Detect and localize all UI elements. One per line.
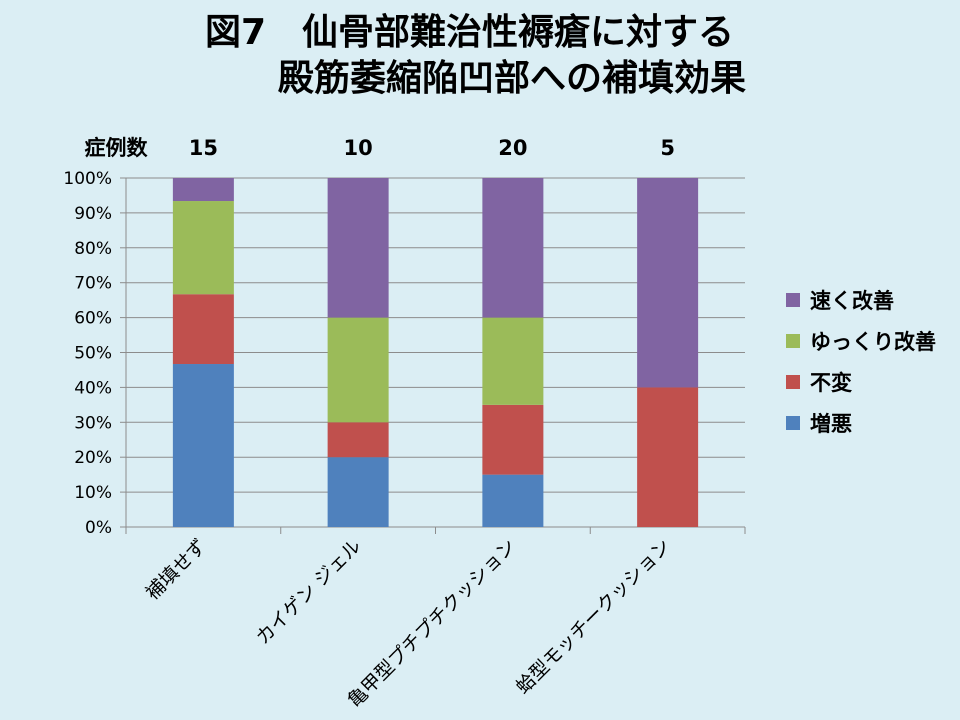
- bar-segment: [637, 387, 699, 527]
- bar-segment: [327, 317, 389, 423]
- bar-segment: [637, 178, 699, 388]
- bar-segment: [327, 457, 389, 527]
- counts-label: 症例数: [85, 136, 149, 160]
- chart-title-line1: 図7 仙骨部難治性褥瘡に対する: [205, 12, 735, 53]
- bar-segment: [172, 364, 234, 527]
- y-tick-label: 40%: [74, 378, 112, 398]
- case-count: 15: [189, 136, 218, 160]
- y-tick-label: 0%: [85, 518, 112, 538]
- bar-segment: [327, 422, 389, 458]
- bar-segment: [482, 404, 544, 475]
- y-tick-label: 60%: [74, 309, 112, 329]
- legend-swatch: [786, 375, 800, 389]
- case-count: 10: [344, 136, 373, 160]
- x-category-label: 補填せず: [142, 535, 211, 604]
- bar-segment: [172, 201, 234, 295]
- bar-segment: [482, 317, 544, 405]
- y-tick-label: 100%: [63, 169, 112, 189]
- y-tick-label: 50%: [74, 344, 112, 364]
- chart-title-line2: 殿筋萎縮陥凹部への補填効果: [278, 58, 747, 99]
- case-count: 20: [498, 136, 527, 160]
- legend-label: 不変: [810, 371, 852, 395]
- legend-swatch: [786, 293, 800, 307]
- legend-label: 増悪: [810, 412, 852, 436]
- case-count: 5: [660, 136, 675, 160]
- y-tick-label: 30%: [74, 413, 112, 433]
- x-category-label: 蛤型モッチークッション: [512, 535, 675, 698]
- x-category-label: 亀甲型プチプチクッション: [344, 535, 521, 712]
- bar-segment: [172, 178, 234, 202]
- bar-segment: [172, 294, 234, 365]
- legend-label: ゆっくり改善: [810, 330, 936, 354]
- legend-swatch: [786, 334, 800, 348]
- y-tick-label: 80%: [74, 239, 112, 259]
- bar-segment: [482, 474, 544, 527]
- x-category-label: カイゲン ジェル: [252, 535, 366, 649]
- bar-segment: [482, 178, 544, 318]
- y-tick-label: 70%: [74, 274, 112, 294]
- bar-segment: [327, 178, 389, 318]
- y-tick-label: 10%: [74, 483, 112, 503]
- y-tick-label: 90%: [74, 204, 112, 224]
- legend-swatch: [786, 416, 800, 430]
- legend-label: 速く改善: [810, 289, 894, 313]
- y-tick-label: 20%: [74, 448, 112, 468]
